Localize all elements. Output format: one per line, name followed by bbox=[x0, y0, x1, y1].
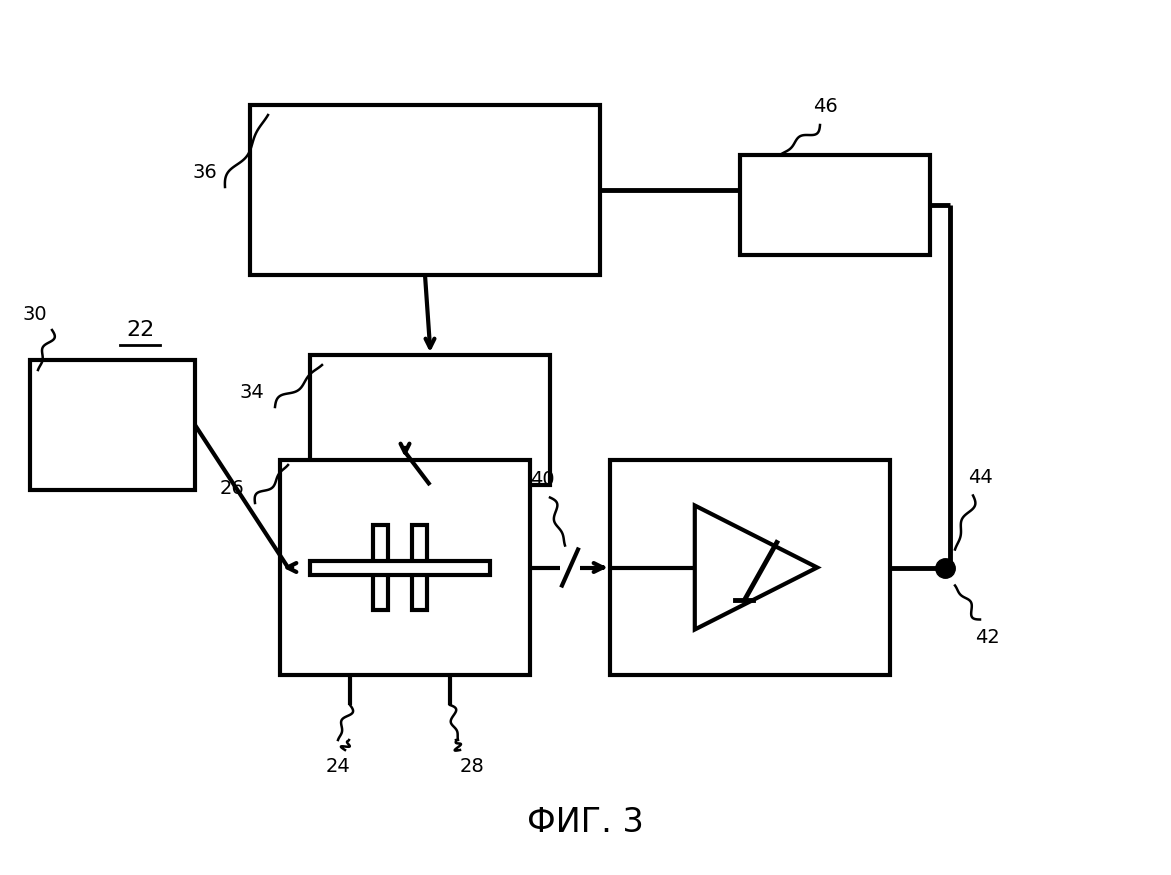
Text: 30: 30 bbox=[22, 305, 47, 325]
Text: 44: 44 bbox=[967, 468, 992, 487]
Text: 34: 34 bbox=[240, 383, 265, 402]
Bar bbox=[310, 355, 550, 485]
Bar bbox=[610, 460, 890, 675]
Bar bbox=[374, 525, 388, 610]
Text: 46: 46 bbox=[813, 97, 837, 116]
Text: 36: 36 bbox=[192, 164, 218, 183]
Text: 26: 26 bbox=[220, 479, 245, 498]
Bar bbox=[310, 561, 489, 575]
Bar bbox=[249, 105, 600, 275]
Bar bbox=[30, 360, 196, 490]
Text: 42: 42 bbox=[974, 628, 999, 647]
Text: 22: 22 bbox=[125, 320, 155, 340]
Text: ФИГ. 3: ФИГ. 3 bbox=[527, 807, 643, 839]
Bar bbox=[412, 525, 427, 610]
Bar bbox=[740, 155, 930, 255]
Text: 24: 24 bbox=[326, 758, 350, 776]
Text: 28: 28 bbox=[460, 758, 485, 776]
Text: 40: 40 bbox=[529, 470, 554, 489]
Bar bbox=[280, 460, 530, 675]
